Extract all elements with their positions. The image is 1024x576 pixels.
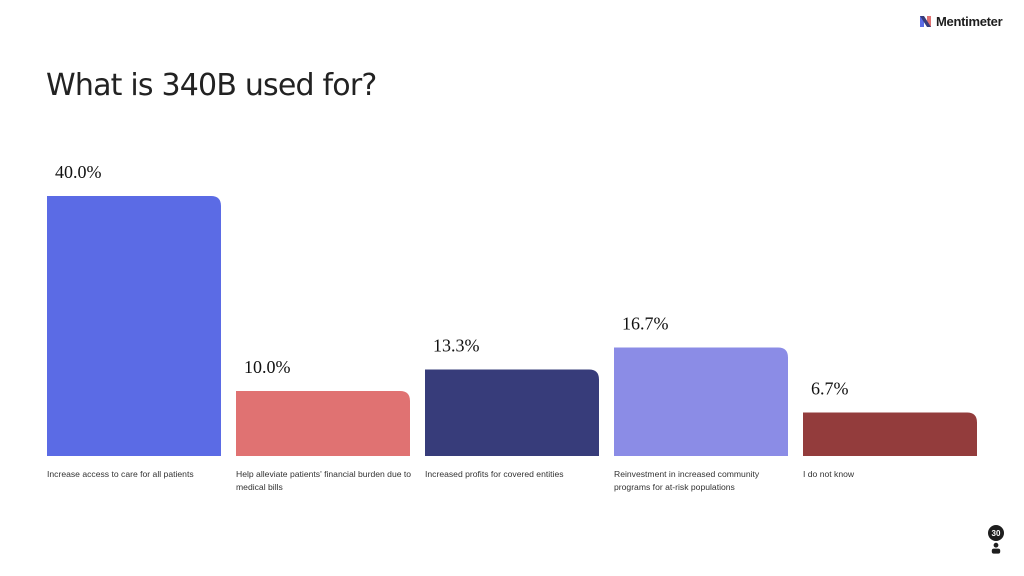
- value-label: 6.7%: [811, 378, 849, 398]
- brand-name: Mentimeter: [936, 14, 1003, 29]
- category-label: Increased profits for covered entities: [425, 469, 564, 479]
- chart-title: What is 340B used for?: [46, 68, 377, 103]
- participant-count-badge: 30: [988, 525, 1004, 541]
- mentimeter-logo-icon: [920, 16, 931, 27]
- value-label: 13.3%: [433, 336, 480, 356]
- value-label: 40.0%: [55, 162, 102, 182]
- bar: [425, 369, 599, 456]
- category-label: Help alleviate patients' financial burde…: [236, 469, 412, 492]
- category-label: Increase access to care for all patients: [47, 469, 194, 479]
- person-icon: [991, 542, 1001, 554]
- value-label: 10.0%: [244, 357, 291, 377]
- value-label: 16.7%: [622, 313, 669, 333]
- bar: [236, 391, 410, 456]
- category-label: Reinvestment in increased community prog…: [614, 469, 760, 492]
- bar: [803, 412, 977, 456]
- bar: [614, 347, 788, 456]
- category-label: I do not know: [803, 469, 855, 479]
- mentimeter-brand: Mentimeter: [920, 14, 1003, 29]
- bar: [47, 196, 221, 456]
